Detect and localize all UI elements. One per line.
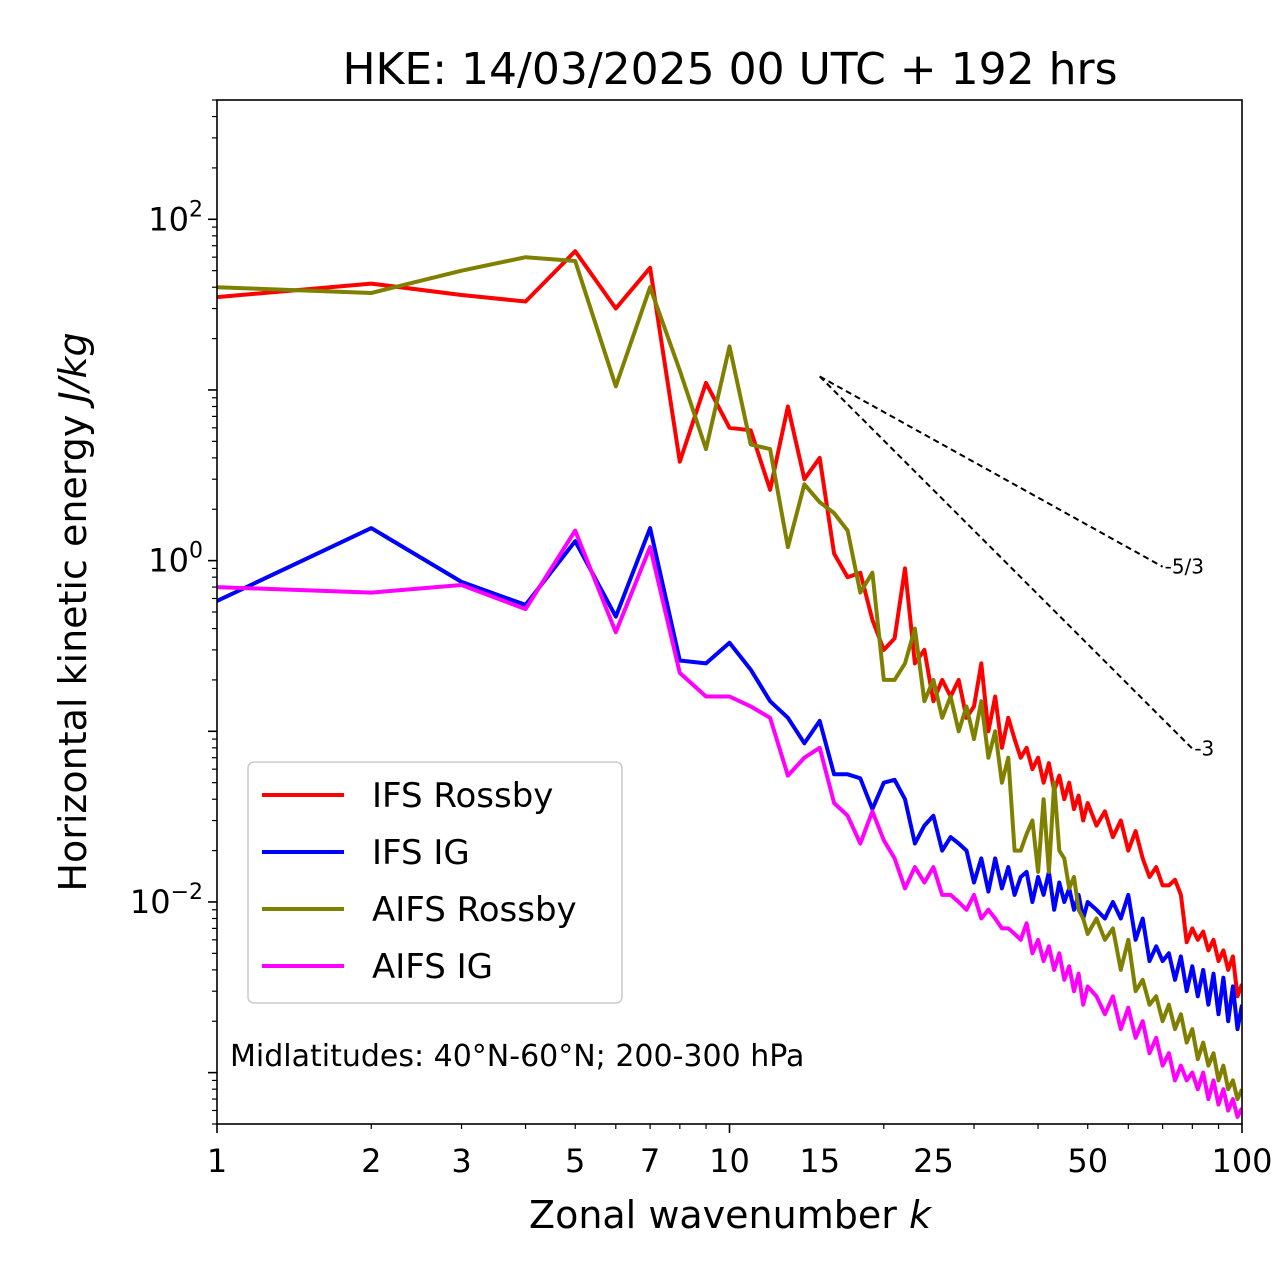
legend-label-aifs-ig: AIFS IG xyxy=(372,947,493,987)
reference-line-slope-3 xyxy=(819,375,1194,750)
x-tick-label: 25 xyxy=(913,1142,954,1180)
reference-line-slope-5-3 xyxy=(819,375,1164,568)
series-line-ifs-rossby xyxy=(217,249,1242,999)
legend: IFS Rossby IFS IG AIFS Rossby AIFS IG xyxy=(247,761,623,1004)
x-tick-label: 3 xyxy=(451,1142,471,1180)
x-axis-label: Zonal wavenumber k xyxy=(529,1193,933,1237)
series-layer xyxy=(217,249,1242,1119)
x-axis-label-var: k xyxy=(909,1193,933,1237)
x-tick-label: 15 xyxy=(799,1142,840,1180)
series-line-ifs-ig xyxy=(217,526,1242,1032)
y-axis-ticks: 102 100 10−2 xyxy=(130,99,217,1125)
reference-line-label: -3 xyxy=(1194,737,1214,761)
y-tick-label: 102 xyxy=(148,197,203,238)
x-axis-label-text: Zonal wavenumber xyxy=(529,1193,897,1237)
y-axis-label-unit: J/kg xyxy=(51,332,95,409)
y-tick-label: 10−2 xyxy=(130,880,203,921)
chart-title: HKE: 14/03/2025 00 UTC + 192 hrs xyxy=(342,44,1117,95)
x-tick-label: 7 xyxy=(640,1142,660,1180)
y-axis-label: Horizontal kinetic energy J/kg xyxy=(51,332,95,891)
legend-entries: IFS Rossby IFS IG AIFS Rossby AIFS IG xyxy=(262,776,577,987)
x-tick-label: 10 xyxy=(709,1142,750,1180)
x-axis-ticks: 1 2 3 5 7 10 15 25 50 100 xyxy=(207,1124,1273,1180)
x-tick-label: 100 xyxy=(1211,1142,1272,1180)
legend-label-ifs-rossby: IFS Rossby xyxy=(372,776,553,816)
legend-label-ifs-ig: IFS IG xyxy=(372,833,470,873)
legend-box xyxy=(247,761,623,1004)
reference-lines: -5/3 -3 xyxy=(819,375,1214,761)
plot-area: -5/3 -3 1 2 3 5 7 10 15 25 50 100 102 100 10−2 xyxy=(130,99,1273,1180)
y-tick-label: 100 xyxy=(148,539,203,580)
reference-line-label: -5/3 xyxy=(1165,555,1204,579)
legend-label-aifs-rossby: AIFS Rossby xyxy=(372,890,577,930)
x-tick-label: 5 xyxy=(565,1142,585,1180)
series-line-aifs-ig xyxy=(217,528,1242,1119)
series-line-aifs-rossby xyxy=(217,255,1242,1102)
y-axis-label-text: Horizontal kinetic energy xyxy=(51,415,95,892)
region-annotation: Midlatitudes: 40°N-60°N; 200-300 hPa xyxy=(230,1039,804,1074)
x-tick-label: 50 xyxy=(1067,1142,1108,1180)
x-tick-label: 2 xyxy=(361,1142,381,1180)
x-tick-label: 1 xyxy=(207,1142,227,1180)
